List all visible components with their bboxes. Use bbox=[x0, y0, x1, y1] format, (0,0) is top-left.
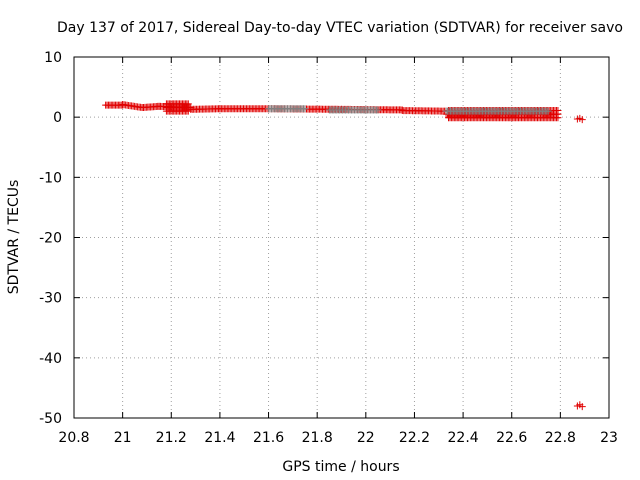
y-tick-label: 10 bbox=[44, 50, 62, 66]
x-tick-label: 21.2 bbox=[156, 430, 187, 446]
series-reference bbox=[265, 105, 552, 115]
y-tick-label: -30 bbox=[39, 291, 62, 307]
x-tick-label: 21.6 bbox=[253, 430, 284, 446]
y-tick-labels: 10 0 -10 -20 -30 -40 -50 bbox=[39, 50, 62, 427]
y-tick-label: -10 bbox=[39, 170, 62, 186]
data-point bbox=[578, 116, 586, 124]
y-tick-label: 0 bbox=[53, 110, 62, 126]
x-tick-label: 23 bbox=[600, 430, 618, 446]
data-point bbox=[374, 106, 382, 114]
series-SDTVAR bbox=[102, 100, 586, 411]
x-tick-label: 21 bbox=[114, 430, 132, 446]
data-point bbox=[578, 403, 586, 411]
y-tick-label: -20 bbox=[39, 231, 62, 247]
data-point bbox=[301, 105, 309, 113]
x-tick-labels: 20.8 21 21.2 21.4 21.6 21.8 22 22.2 22.4 22.6 22.8… bbox=[58, 430, 618, 446]
x-tick-label: 22.2 bbox=[399, 430, 430, 446]
chart-title: Day 137 of 2017, Sidereal Day-to-day VTE… bbox=[57, 20, 623, 36]
x-tick-label: 22 bbox=[357, 430, 375, 446]
y-tick-label: -40 bbox=[39, 351, 62, 367]
x-axis-label: GPS time / hours bbox=[282, 459, 399, 475]
data-points bbox=[102, 100, 586, 411]
x-tick-label: 21.8 bbox=[302, 430, 333, 446]
x-tick-label: 21.4 bbox=[204, 430, 235, 446]
y-axis-label: SDTVAR / TECUs bbox=[6, 180, 22, 295]
ticks bbox=[73, 56, 610, 419]
data-point bbox=[184, 104, 192, 112]
x-tick-label: 22.4 bbox=[448, 430, 479, 446]
data-point bbox=[544, 107, 552, 115]
x-tick-label: 22.6 bbox=[496, 430, 527, 446]
y-tick-label: -50 bbox=[39, 411, 62, 427]
data-point bbox=[554, 110, 562, 118]
x-tick-label: 20.8 bbox=[58, 430, 89, 446]
x-tick-label: 22.8 bbox=[545, 430, 576, 446]
grid bbox=[74, 57, 609, 418]
